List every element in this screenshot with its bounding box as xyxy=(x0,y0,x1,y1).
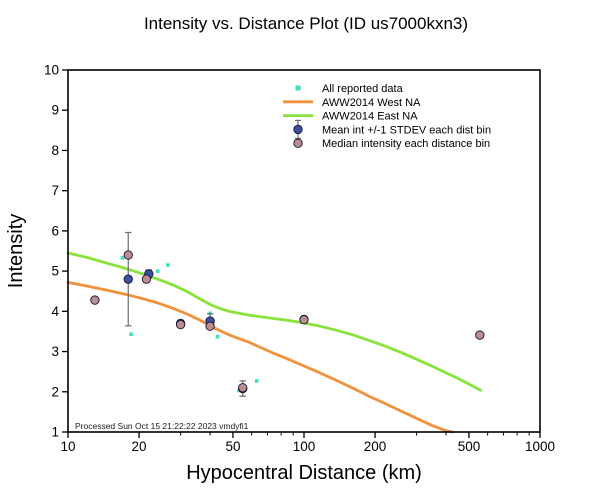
legend-label: Mean int +/-1 STDEV each dist bin xyxy=(322,124,491,136)
y-tick-label: 6 xyxy=(51,223,59,238)
processed-footnote: Processed Sun Oct 15 21:22:22 2023 vmdyf… xyxy=(75,421,249,431)
y-tick-label: 9 xyxy=(51,103,59,118)
median-point xyxy=(205,321,215,331)
legend-label: Median intensity each distance bin xyxy=(322,138,490,150)
median-point xyxy=(141,274,152,284)
y-tick-label: 5 xyxy=(51,264,59,279)
median-point xyxy=(299,315,309,325)
legend-label: All reported data xyxy=(322,83,404,95)
plot-frame xyxy=(67,69,541,433)
y-tick-label: 3 xyxy=(51,344,59,359)
y-tick-label: 8 xyxy=(51,143,59,158)
all-data-point xyxy=(166,263,170,267)
y-tick-label: 7 xyxy=(51,183,59,198)
legend-label: AWW2014 East NA xyxy=(322,111,418,123)
y-axis-label: Intensity xyxy=(5,214,27,288)
plot-layers: 10 20 50 100 200 500 1000 1 2 3 4 5 6 7 8 9 10 All report… xyxy=(44,63,555,455)
all-data-point xyxy=(215,334,220,339)
all-data-point xyxy=(155,269,160,273)
x-tick-label: 10 xyxy=(60,439,75,454)
all-data-point xyxy=(254,379,259,383)
x-tick-label: 20 xyxy=(132,439,147,454)
median-point xyxy=(123,250,133,260)
x-tick-label: 1000 xyxy=(525,439,555,454)
west-na-line xyxy=(66,280,454,434)
x-tick-label: 500 xyxy=(458,439,481,454)
y-tick-label: 4 xyxy=(51,304,59,319)
east-na-line xyxy=(66,251,483,392)
legend-mean-swatch xyxy=(293,124,303,135)
median-point xyxy=(475,330,485,340)
y-tick-label: 10 xyxy=(44,63,59,78)
x-tick-label: 200 xyxy=(364,439,387,454)
x-tick-label: 100 xyxy=(293,439,316,454)
legend-all-data-swatch xyxy=(295,85,301,91)
chart-title: Intensity vs. Distance Plot (ID us7000kx… xyxy=(144,14,468,33)
median-point xyxy=(90,295,100,305)
median-point xyxy=(175,319,186,330)
all-data-point xyxy=(120,256,125,260)
y-tick-label: 2 xyxy=(51,384,59,399)
median-point xyxy=(238,383,248,393)
y-tick-label: 1 xyxy=(51,425,59,440)
mean-point xyxy=(123,274,133,284)
legend-median-swatch xyxy=(293,138,303,148)
x-axis-label: Hypocentral Distance (km) xyxy=(186,462,422,484)
legend-label: AWW2014 West NA xyxy=(322,97,421,109)
x-tick-label: 50 xyxy=(225,439,240,454)
all-data-point xyxy=(129,332,133,337)
